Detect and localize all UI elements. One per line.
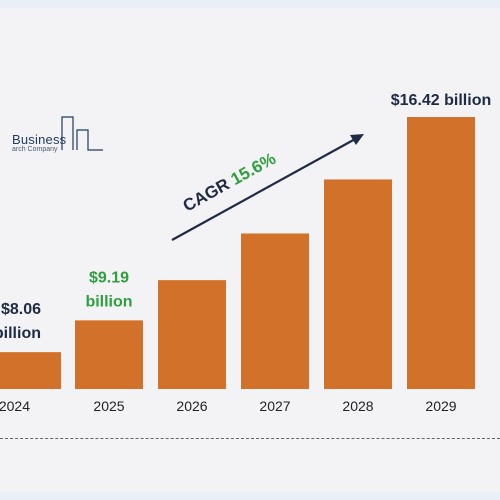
x-tick-label: 2029 [425, 398, 456, 414]
bar-2025 [75, 320, 143, 389]
value-label: $9.19 [89, 269, 129, 286]
dashed-divider [0, 438, 500, 439]
bar-2028 [324, 179, 392, 389]
value-label: $16.42 billion [391, 92, 491, 109]
x-tick-label: 2024 [0, 398, 30, 414]
x-tick-label: 2028 [342, 398, 373, 414]
bar-2027 [241, 233, 309, 389]
x-tick-label: 2027 [259, 398, 290, 414]
arrow-head-icon [350, 134, 364, 145]
value-label-unit: billion [85, 293, 132, 310]
value-label: $8.06 [1, 301, 41, 318]
value-label-unit: billion [0, 325, 41, 342]
bar-2026 [158, 280, 226, 389]
x-tick-label: 2026 [176, 398, 207, 414]
bar-2024 [0, 352, 61, 389]
logo-mark-icon [61, 116, 103, 151]
cagr-value: 15.6% [228, 149, 279, 189]
logo-subtext: arch Company [12, 146, 58, 153]
cagr-annotation: CAGR 15.6% [180, 149, 279, 216]
trend-arrow-line [171, 137, 358, 241]
bar-2029 [407, 117, 475, 389]
x-tick-label: 2025 [93, 398, 124, 414]
logo-text: Business [12, 132, 67, 147]
